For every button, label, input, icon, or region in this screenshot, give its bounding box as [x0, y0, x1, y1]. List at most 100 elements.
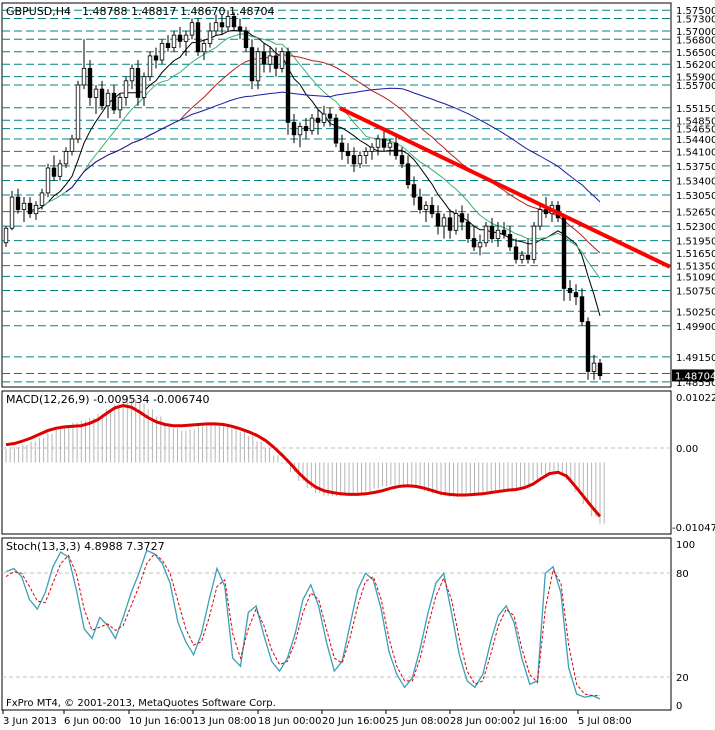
candle — [99, 80, 105, 110]
candle — [285, 47, 291, 135]
price-tick-label: 1.56800 — [676, 35, 715, 46]
candle — [405, 155, 411, 189]
candle — [231, 12, 237, 31]
candle — [297, 122, 303, 148]
candle — [273, 47, 279, 77]
price-tick-label: 1.57000 — [676, 27, 715, 38]
candle — [57, 159, 63, 181]
ma-green-line — [41, 33, 601, 279]
time-tick-label: 6 Jun 00:00 — [64, 716, 121, 727]
candle — [381, 130, 387, 152]
candle — [447, 209, 453, 239]
candle — [393, 136, 399, 160]
candle — [345, 143, 351, 164]
candle — [261, 43, 267, 73]
time-tick-label: 18 Jun 00:00 — [258, 716, 322, 727]
candle — [69, 134, 75, 156]
candle — [243, 26, 249, 52]
time-tick-label: 25 Jun 08:00 — [386, 716, 450, 727]
candle — [525, 238, 531, 264]
stochastic-main-line — [5, 549, 601, 700]
candle — [189, 18, 195, 40]
candle — [141, 72, 147, 106]
candle — [423, 201, 429, 222]
candle — [567, 280, 573, 301]
candle — [333, 114, 339, 148]
candle — [255, 47, 261, 90]
time-tick-label: 13 Jun 08:00 — [193, 716, 257, 727]
candle — [129, 64, 135, 90]
candle — [591, 354, 597, 380]
candle — [441, 213, 447, 239]
price-candles — [3, 10, 603, 380]
candle — [117, 93, 123, 119]
candle — [177, 26, 183, 48]
candle — [573, 284, 579, 306]
ma-blue-line — [65, 87, 601, 203]
stoch-tick-label: 100 — [676, 540, 695, 551]
candle — [81, 39, 87, 90]
macd-signal-line — [5, 403, 602, 518]
price-tick-label: 1.53750 — [676, 162, 715, 173]
price-panel[interactable]: GBPUSD,H4 1.48788 1.48817 1.48670 1.4870… — [1, 2, 672, 388]
candle — [453, 209, 459, 235]
candle — [537, 205, 543, 231]
red-trendline[interactable] — [339, 106, 671, 269]
candle — [339, 134, 345, 160]
macd-tick-label: 0.00 — [676, 444, 698, 455]
price-tick-label: 1.57500 — [676, 6, 715, 17]
candle — [135, 60, 141, 106]
price-tick-label: 1.53400 — [676, 176, 715, 187]
price-tick-label: 1.48550 — [676, 378, 715, 389]
macd-panel[interactable]: MACD(12,26,9) -0.009534 -0.006740 — [1, 390, 672, 535]
price-tick-label: 1.50250 — [676, 307, 715, 318]
candle — [153, 47, 159, 69]
price-tick-label: 1.51090 — [676, 272, 715, 283]
price-tick-label: 1.49150 — [676, 353, 715, 364]
candle — [21, 197, 27, 222]
candle — [357, 151, 363, 169]
price-tick-label: 1.51650 — [676, 249, 715, 260]
price-tick-label: 1.54100 — [676, 147, 715, 158]
candle — [501, 221, 507, 239]
candle — [195, 18, 201, 56]
time-tick-label: 20 Jun 16:00 — [322, 716, 386, 727]
stochastic-panel[interactable]: Stoch(13,3,3) 4.8988 7.3727 FxPro MT4, ©… — [1, 537, 672, 711]
price-tick-label: 1.51950 — [676, 237, 715, 248]
candle — [387, 138, 393, 156]
time-tick-label: 5 Jul 08:00 — [578, 716, 632, 727]
candle — [417, 188, 423, 214]
candle — [207, 22, 213, 48]
candle — [585, 317, 591, 380]
chart-symbol-label: GBPUSD,H4 — [6, 5, 71, 18]
macd-tick-label: 0.01022 — [676, 393, 715, 404]
candle — [483, 221, 489, 247]
macd-panel-frame — [1, 390, 672, 535]
candle — [123, 76, 129, 106]
candle — [375, 134, 381, 156]
candle — [579, 288, 585, 326]
time-tick-label: 3 Jun 2013 — [3, 716, 57, 727]
candle — [561, 213, 567, 301]
candle — [237, 18, 243, 40]
candle — [291, 114, 297, 144]
candle — [531, 221, 537, 264]
price-tick-label: 1.50750 — [676, 287, 715, 298]
price-tick-label: 1.52650 — [676, 208, 715, 219]
candle — [267, 47, 273, 73]
candle — [225, 10, 231, 31]
stoch-tick-label: 80 — [676, 569, 689, 580]
candle — [39, 188, 45, 210]
stochastic-signal-line — [5, 553, 600, 697]
candle — [477, 234, 483, 256]
stoch-tick-label: 0 — [676, 701, 682, 712]
candle — [171, 30, 177, 52]
macd-label: MACD(12,26,9) -0.009534 -0.006740 — [6, 393, 209, 406]
candle — [27, 197, 33, 218]
price-tick-label: 1.56200 — [676, 60, 715, 71]
candle — [471, 226, 477, 252]
candle — [507, 226, 513, 252]
stochastic-panel-frame — [1, 537, 672, 711]
